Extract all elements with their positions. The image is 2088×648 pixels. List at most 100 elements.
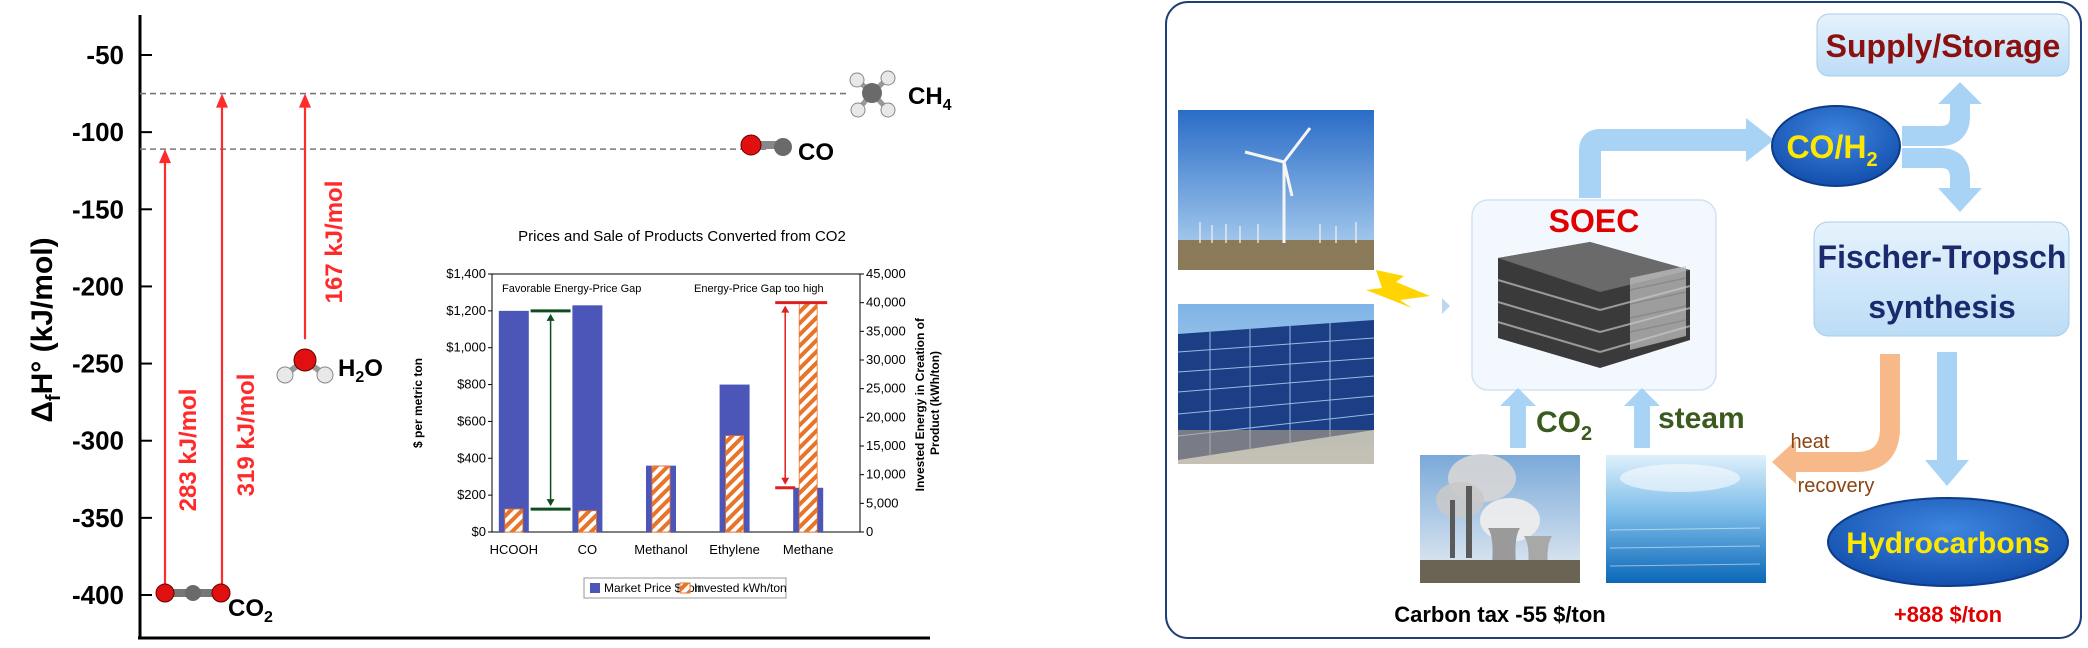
label-283: 283 kJ/mol — [175, 389, 202, 512]
right-tick-label: 40,000 — [866, 295, 906, 310]
arrowhead-icon — [781, 477, 790, 485]
legend-label-invested: Invested kWh/ton — [694, 581, 787, 595]
soec-box: SOEC — [1471, 199, 1717, 391]
left-tick-label: $400 — [457, 450, 486, 465]
arrowhead-icon — [1746, 118, 1774, 162]
annotation-too-high: Energy-Price Gap too high — [694, 283, 824, 295]
category-label: Methanol — [634, 542, 688, 557]
y-tick-label: -400 — [72, 580, 124, 610]
bar-invested-energy — [504, 508, 524, 533]
right-tick-label: 45,000 — [866, 266, 906, 281]
arrow-coh2-to-supply — [1902, 102, 1970, 146]
arrowhead-icon — [781, 305, 790, 313]
right-axis-title-line1: Invested Energy in Creation of — [913, 317, 927, 491]
legend-swatch-market — [590, 583, 600, 593]
hydrocarbons-node — [1827, 497, 2069, 587]
label-167: 167 kJ/mol — [321, 181, 348, 304]
coh2-label: CO/H2 — [1786, 129, 1877, 171]
chart-title: Prices and Sale of Products Converted fr… — [518, 228, 846, 245]
y-axis-title: ΔfH° (kJ/mol) — [26, 237, 65, 422]
annotation-favorable: Favorable Energy-Price Gap — [502, 283, 641, 295]
ch4-label: CH4 — [908, 83, 952, 114]
arrowhead-icon — [1938, 82, 1982, 104]
co2-label: CO2 — [228, 595, 273, 626]
left-tick-label: $0 — [472, 524, 486, 539]
category-label: Methane — [783, 542, 834, 557]
heat-label: heat — [1791, 431, 1830, 453]
category-labels: HCOOH CO Methanol Ethylene Methane — [490, 542, 834, 557]
right-axis-ticks: 0 5,000 10,000 15,000 20,000 25,000 30,000 35,0… — [860, 266, 906, 539]
co-molecule-icon — [740, 134, 792, 156]
label-319: 319 kJ/mol — [233, 374, 260, 497]
y-tick-label: -200 — [72, 271, 124, 301]
legend-swatch-invested — [679, 582, 691, 594]
right-tick-label: 0 — [866, 524, 873, 539]
category-label: Ethylene — [709, 542, 760, 557]
left-tick-label: $800 — [457, 377, 486, 392]
small-arrow-icon — [1442, 298, 1450, 314]
arrow-co2-input — [1510, 404, 1526, 448]
carbon-tax-label: Carbon tax -55 $/ton — [1394, 602, 1605, 627]
inset-bar-chart: Prices and Sale of Products Converted fr… — [411, 228, 942, 599]
arrowhead-icon — [159, 149, 171, 164]
right-tick-label: 15,000 — [866, 438, 906, 453]
power-plant-photo — [1420, 454, 1580, 583]
gap-indicator-arrows — [530, 301, 828, 511]
ocean-photo — [1606, 455, 1766, 583]
bar-market-price — [572, 305, 603, 532]
right-axis-title: Invested Energy in Creation of Product (… — [913, 315, 942, 492]
fischer-tropsch-label-line2: synthesis — [1868, 289, 2016, 325]
left-tick-label: $1,200 — [446, 303, 486, 318]
profit-label: +888 $/ton — [1894, 602, 2002, 627]
arrowhead-icon — [1500, 388, 1536, 406]
arrowhead-icon — [1772, 440, 1796, 484]
right-tick-label: 25,000 — [866, 381, 906, 396]
arrowhead-icon — [546, 499, 555, 507]
arrowhead-icon — [1925, 460, 1969, 486]
coh2-node — [1771, 105, 1901, 187]
co2-input-label: CO2 — [1536, 406, 1592, 445]
co2-molecule-icon — [155, 583, 231, 603]
right-tick-label: 35,000 — [866, 323, 906, 338]
y-tick-label: -350 — [72, 503, 124, 533]
transition-arrows — [159, 93, 311, 586]
arrowhead-icon — [1938, 188, 1982, 212]
left-tick-label: $200 — [457, 487, 486, 502]
arrowhead-icon — [299, 93, 311, 108]
y-tick-label: -300 — [72, 426, 124, 456]
h2o-label: H2O — [338, 355, 383, 386]
fischer-tropsch-box — [1813, 221, 2070, 337]
recovery-label: recovery — [1798, 475, 1875, 497]
solar-panel-photo — [1177, 304, 1375, 464]
right-tick-label: 30,000 — [866, 352, 906, 367]
right-tick-label: 20,000 — [866, 409, 906, 424]
arrowhead-icon — [1624, 388, 1660, 406]
chart-legend: Market Price $/ton Invested kWh/ton — [583, 577, 787, 599]
y-tick-label: -50 — [86, 40, 124, 70]
fischer-tropsch-label-line1: Fischer-Tropsch — [1818, 239, 2067, 275]
arrow-ft-to-hydrocarbons — [1937, 352, 1957, 462]
soec-stack-icon — [1497, 242, 1691, 368]
left-tick-label: $1,400 — [446, 266, 486, 281]
hydrocarbons-label: Hydrocarbons — [1846, 527, 2049, 560]
left-tick-label: $1,000 — [446, 340, 486, 355]
bar-invested-energy — [651, 465, 671, 533]
lightning-icon — [1366, 270, 1430, 308]
bar-invested-energy — [798, 302, 818, 533]
bar-invested-energy — [578, 510, 597, 533]
co-label: CO — [798, 139, 834, 166]
y-tick-label: -100 — [72, 117, 124, 147]
soec-process-diagram: SOEC CO/H2 Supply/Storage Fischer-Tropsc… — [1165, 1, 2082, 639]
y-tick-label: -150 — [72, 194, 124, 224]
wind-turbine-photo — [1178, 110, 1374, 270]
right-tick-label: 5,000 — [866, 495, 899, 510]
right-tick-label: 10,000 — [866, 467, 906, 482]
arrowhead-icon — [546, 313, 555, 321]
energy-level-diagram: -50 -100 -150 -200 -250 -300 -350 -400 ΔfH° (kJ… — [26, 15, 952, 640]
h2o-molecule-icon — [276, 348, 334, 384]
legend-label-market: Market Price $/ton — [604, 581, 701, 595]
arrow-steam-input — [1634, 404, 1650, 448]
heat-recovery-arrow — [1794, 354, 1900, 472]
supply-storage-label: Supply/Storage — [1826, 28, 2061, 64]
arrow-soec-to-coh2 — [1579, 129, 1746, 198]
